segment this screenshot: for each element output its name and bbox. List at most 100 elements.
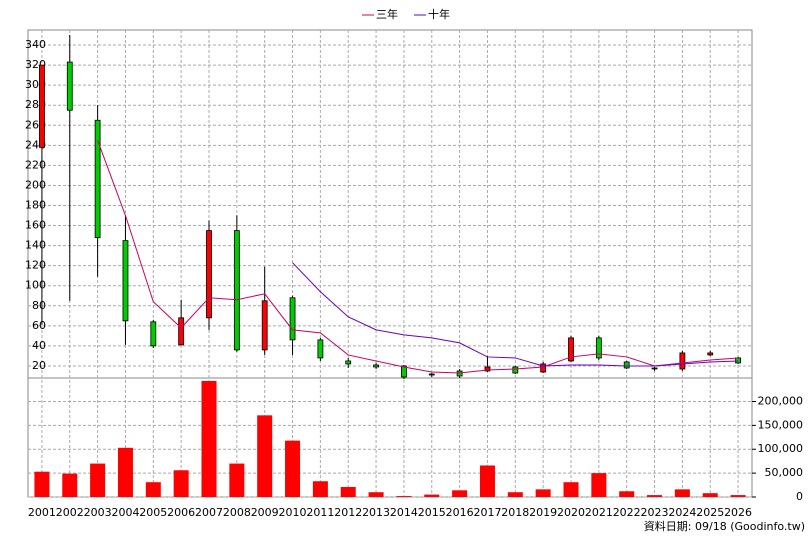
volume-bar	[702, 493, 718, 497]
candle-body	[651, 367, 658, 370]
volume-bar	[201, 380, 217, 497]
volume-bar	[479, 465, 495, 497]
ma-line	[97, 140, 739, 374]
volume-bar	[90, 463, 106, 497]
x-tick-label: 2015	[418, 506, 446, 519]
plot-frame	[27, 29, 753, 498]
x-tick-label: 2004	[111, 506, 139, 519]
volume-bar	[452, 490, 468, 497]
volume-bar	[173, 470, 189, 497]
volume-bar	[312, 481, 328, 497]
volume-bar	[674, 489, 690, 497]
candle-body	[150, 321, 157, 347]
y-tick-label: 120	[25, 259, 46, 272]
x-tick-label: 2020	[557, 506, 585, 519]
volume-bar	[285, 440, 301, 497]
volume-bar	[619, 491, 635, 497]
y-tick-label: 180	[25, 199, 46, 212]
candle-body	[428, 373, 435, 376]
x-tick-label: 2011	[306, 506, 334, 519]
y-tick-label: 220	[25, 158, 46, 171]
x-tick-label: 2001	[28, 506, 56, 519]
x-tick-label: 2026	[724, 506, 752, 519]
x-tick-label: 2016	[446, 506, 474, 519]
volume-bar	[257, 415, 273, 497]
candle-body	[679, 352, 686, 370]
candle-body	[261, 300, 268, 351]
y-tick-label: 80	[32, 299, 46, 312]
candle-body	[345, 360, 352, 365]
candle-body	[206, 230, 212, 319]
candle-body	[484, 366, 491, 372]
volume-bar	[424, 494, 440, 497]
volume-tick-label: 100,000	[758, 442, 804, 455]
y-tick-label: 100	[25, 279, 46, 292]
y-tick-label: 160	[25, 219, 46, 232]
volume-bar	[396, 496, 412, 497]
ma-line	[292, 262, 739, 367]
x-tick-label: 2017	[473, 506, 501, 519]
volume-bar	[145, 482, 161, 497]
volume-bar	[117, 447, 133, 497]
candle-body	[317, 339, 324, 359]
y-tick-label: 60	[32, 319, 46, 332]
candle-body	[623, 361, 630, 369]
volume-bar	[507, 492, 523, 497]
y-tick-label: 200	[25, 178, 46, 191]
candle-body	[735, 357, 741, 364]
x-tick-label: 2021	[585, 506, 613, 519]
x-tick-label: 2024	[668, 506, 696, 519]
candle-body	[39, 64, 45, 148]
candle-body	[456, 370, 463, 377]
volume-tick-label: 50,000	[765, 466, 804, 479]
candle-body	[540, 363, 547, 373]
volume-bar	[34, 471, 50, 497]
volume-bar	[535, 489, 551, 497]
candle-body	[289, 297, 296, 341]
x-tick-label: 2008	[223, 506, 251, 519]
legend-label: 十年	[428, 7, 450, 21]
candle-body	[66, 61, 73, 111]
candle-body	[707, 352, 714, 356]
x-tick-label: 2009	[251, 506, 279, 519]
volume-bar	[730, 495, 746, 497]
candle-body	[568, 337, 574, 362]
x-tick-label: 2019	[529, 506, 557, 519]
x-tick-label: 2012	[334, 506, 362, 519]
x-tick-label: 2013	[362, 506, 390, 519]
candle-body	[401, 365, 407, 378]
volume-bar	[563, 482, 579, 497]
volume-tick-label: 0	[796, 490, 803, 503]
x-tick-label: 2006	[167, 506, 195, 519]
volume-bar	[647, 495, 663, 497]
x-tick-label: 2022	[613, 506, 641, 519]
footnote: 資料日期: 09/18 (Goodinfo.tw)	[644, 519, 805, 533]
x-tick-label: 2007	[195, 506, 223, 519]
volume-bar	[591, 473, 607, 497]
volume-bar	[340, 486, 356, 497]
candle-body	[512, 366, 519, 374]
candle-body	[373, 364, 379, 368]
volume-bar	[62, 473, 78, 497]
y-tick-label: 20	[32, 359, 46, 372]
y-tick-label: 40	[32, 339, 46, 352]
x-tick-label: 2025	[696, 506, 724, 519]
y-tick-label: 340	[25, 38, 46, 51]
candle-body	[94, 119, 101, 238]
candle-body	[178, 317, 185, 346]
x-tick-label: 2018	[501, 506, 529, 519]
legend-label: 三年	[376, 7, 398, 21]
volume-tick-label: 150,000	[758, 418, 804, 431]
x-tick-label: 2010	[279, 506, 307, 519]
y-tick-label: 140	[25, 239, 46, 252]
x-tick-label: 2014	[390, 506, 418, 519]
volume-tick-label: 200,000	[758, 394, 804, 407]
x-tick-label: 2023	[641, 506, 669, 519]
volume-bar	[368, 492, 384, 497]
candle-body	[122, 240, 129, 322]
x-tick-label: 2003	[84, 506, 112, 519]
candle-body	[233, 230, 240, 351]
volume-bar	[229, 463, 245, 497]
candle-body	[595, 337, 602, 359]
